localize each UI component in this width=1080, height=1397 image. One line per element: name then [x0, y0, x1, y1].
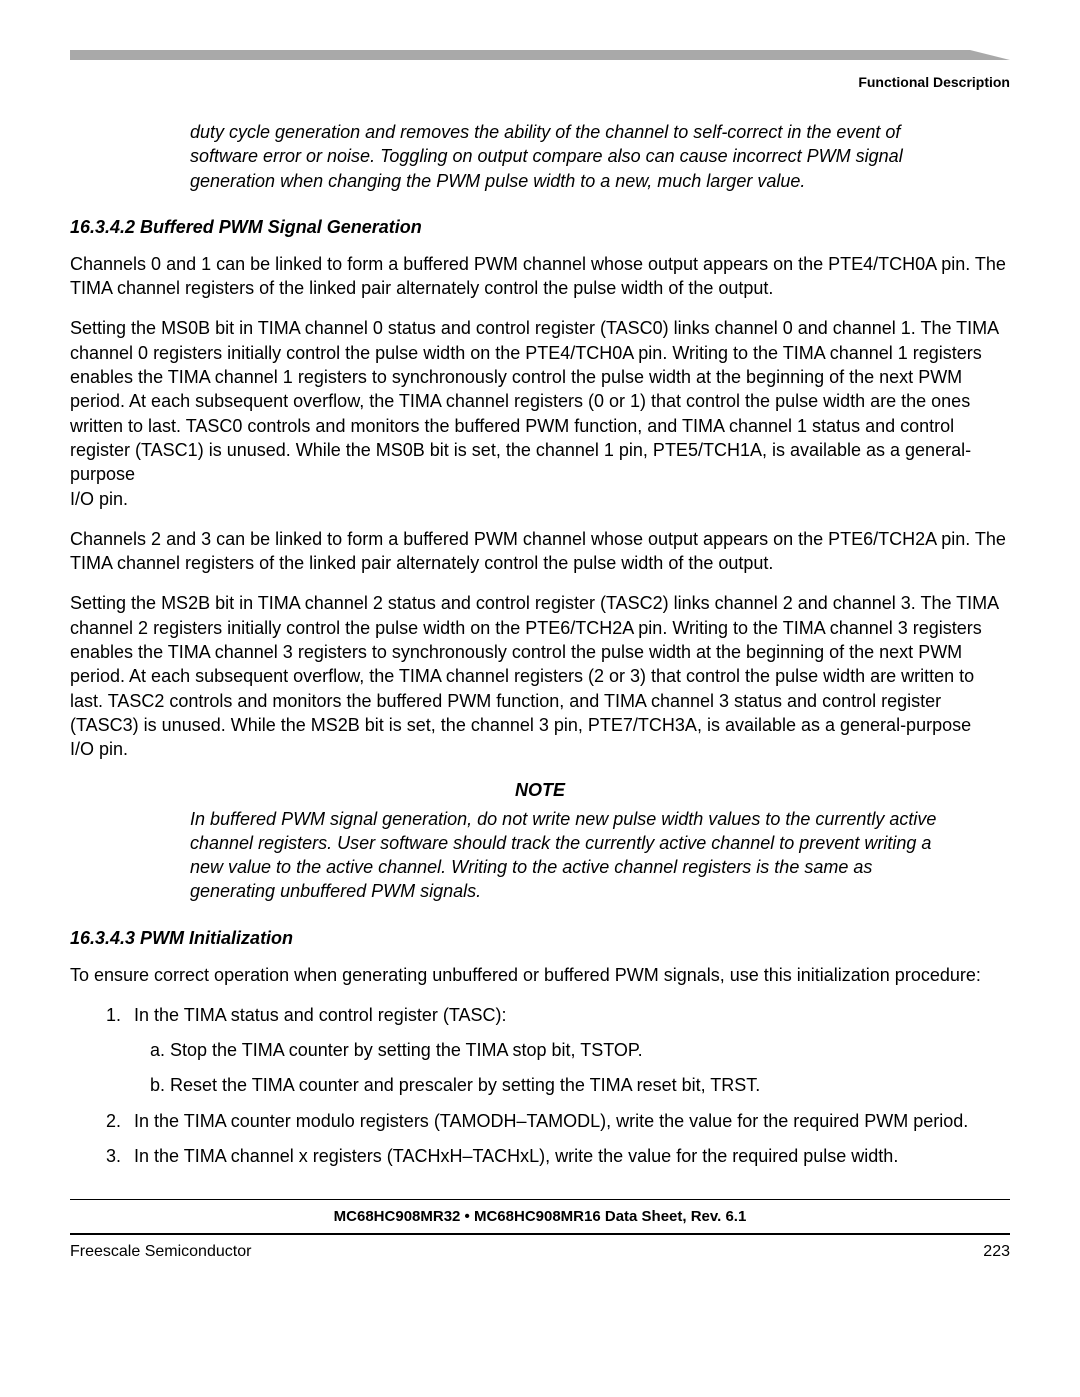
heading-16-3-4-2: 16.3.4.2 Buffered PWM Signal Generation: [70, 217, 1010, 238]
footer-row: Freescale Semiconductor 223: [70, 1243, 1010, 1261]
header-section-label: Functional Description: [70, 74, 1010, 90]
note-title: NOTE: [70, 780, 1010, 801]
footer-page-number: 223: [983, 1243, 1010, 1261]
para-16-3-4-2-p1: Channels 0 and 1 can be linked to form a…: [70, 252, 1010, 301]
step-1-text: In the TIMA status and control register …: [134, 1005, 506, 1025]
list-item: In the TIMA counter modulo registers (TA…: [126, 1109, 1010, 1134]
init-steps-list: In the TIMA status and control register …: [70, 1003, 1010, 1169]
list-item: Stop the TIMA counter by setting the TIM…: [170, 1038, 1010, 1063]
carryover-note: duty cycle generation and removes the ab…: [190, 120, 950, 193]
list-item: Reset the TIMA counter and prescaler by …: [170, 1073, 1010, 1098]
header-bar-notch: [970, 50, 1010, 60]
footer-rule-thin: [70, 1199, 1010, 1200]
list-item: In the TIMA channel x registers (TACHxH–…: [126, 1144, 1010, 1169]
para-tail: I/O pin.: [70, 489, 128, 509]
para-text: Setting the MS0B bit in TIMA channel 0 s…: [70, 318, 998, 484]
para-tail: I/O pin.: [70, 739, 128, 759]
list-item: In the TIMA status and control register …: [126, 1003, 1010, 1099]
footer-doc-title: MC68HC908MR32 • MC68HC908MR16 Data Sheet…: [70, 1208, 1010, 1225]
para-16-3-4-2-p3: Channels 2 and 3 can be linked to form a…: [70, 527, 1010, 576]
header-bar: [70, 50, 1010, 62]
header-bar-fill: [70, 50, 1010, 60]
para-text: Setting the MS2B bit in TIMA channel 2 s…: [70, 593, 998, 734]
para-16-3-4-2-p2: Setting the MS0B bit in TIMA channel 0 s…: [70, 316, 1010, 510]
page: Functional Description duty cycle genera…: [0, 0, 1080, 1321]
heading-16-3-4-3: 16.3.4.3 PWM Initialization: [70, 928, 1010, 949]
para-16-3-4-3-intro: To ensure correct operation when generat…: [70, 963, 1010, 987]
note-body: In buffered PWM signal generation, do no…: [190, 807, 950, 904]
footer-rule-thick: [70, 1233, 1010, 1235]
init-substeps-list: Stop the TIMA counter by setting the TIM…: [134, 1038, 1010, 1098]
footer-vendor: Freescale Semiconductor: [70, 1243, 251, 1261]
para-16-3-4-2-p4: Setting the MS2B bit in TIMA channel 2 s…: [70, 591, 1010, 761]
